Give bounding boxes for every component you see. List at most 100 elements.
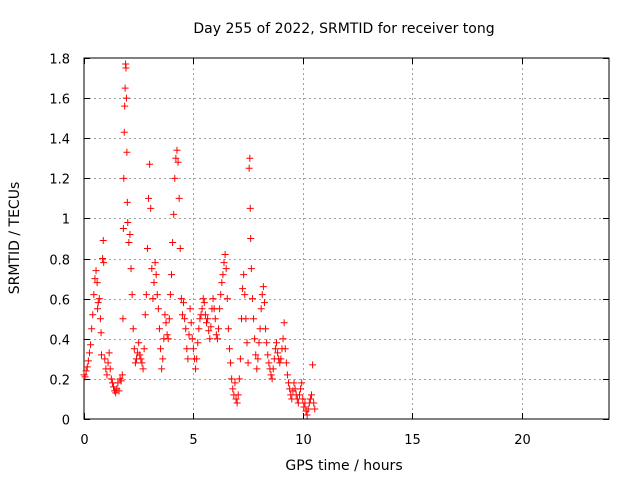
data-point	[184, 355, 192, 363]
y-tick-label: 0.2	[49, 374, 70, 389]
data-point	[87, 341, 95, 349]
data-point	[127, 265, 135, 273]
data-point	[177, 295, 185, 303]
data-point	[250, 315, 258, 323]
data-point	[178, 311, 186, 319]
data-point	[201, 311, 209, 319]
data-point	[282, 359, 290, 367]
data-point	[246, 154, 254, 162]
data-point	[104, 359, 112, 367]
data-point	[162, 319, 170, 327]
x-axis-label: GPS time / hours	[285, 458, 402, 474]
data-point	[146, 160, 154, 168]
data-point	[101, 355, 109, 363]
data-point	[283, 371, 291, 379]
data-point	[137, 355, 145, 363]
data-point	[121, 84, 129, 92]
data-point	[175, 194, 183, 202]
data-point	[231, 379, 239, 387]
data-point	[299, 395, 307, 403]
y-tick-label: 0	[62, 414, 70, 429]
data-point	[243, 339, 251, 347]
data-point	[99, 237, 107, 245]
data-point	[83, 363, 91, 371]
data-point	[196, 315, 204, 323]
data-point	[255, 339, 263, 347]
data-point	[169, 239, 177, 247]
data-point	[229, 385, 237, 393]
x-tick-label: 10	[295, 433, 312, 448]
data-point	[139, 365, 147, 373]
data-point	[265, 359, 273, 367]
data-point	[276, 359, 284, 367]
data-point	[185, 331, 193, 339]
data-point	[209, 295, 217, 303]
data-point	[246, 204, 254, 212]
data-point	[89, 311, 97, 319]
data-point	[183, 345, 191, 353]
data-point	[245, 164, 253, 172]
y-tick-label: 1.4	[49, 133, 70, 148]
data-point	[269, 365, 277, 373]
data-point	[198, 305, 206, 313]
data-point	[171, 174, 179, 182]
data-point	[252, 351, 260, 359]
data-point	[227, 359, 235, 367]
data-point	[158, 365, 166, 373]
data-point	[123, 198, 131, 206]
data-point	[264, 351, 272, 359]
data-point	[254, 355, 262, 363]
data-point	[152, 271, 160, 279]
data-point	[241, 291, 249, 299]
data-point	[281, 345, 289, 353]
data-point	[106, 365, 114, 373]
data-point	[242, 315, 250, 323]
data-point	[100, 259, 108, 267]
data-point	[120, 174, 128, 182]
data-point	[118, 371, 126, 379]
data-point	[259, 283, 267, 291]
data-point	[119, 315, 127, 323]
data-point	[168, 271, 175, 279]
data-point	[306, 395, 314, 403]
data-point	[222, 265, 230, 273]
y-tick-label: 0.8	[49, 254, 70, 269]
data-point	[268, 375, 276, 383]
y-tick-label: 0.6	[49, 294, 70, 309]
data-point	[150, 279, 158, 287]
data-point	[295, 391, 303, 399]
data-point	[240, 271, 248, 279]
data-point	[119, 224, 127, 232]
data-point	[105, 349, 113, 357]
data-point	[212, 331, 220, 339]
data-point	[121, 102, 129, 110]
data-point	[107, 375, 115, 383]
data-point	[95, 295, 103, 303]
data-point	[140, 345, 148, 353]
y-tick-label: 1.2	[49, 173, 70, 188]
data-point	[189, 345, 197, 353]
data-point	[204, 315, 212, 323]
data-point	[248, 295, 256, 303]
data-point	[258, 291, 266, 299]
data-point	[155, 325, 163, 333]
data-point	[164, 335, 172, 343]
data-point	[186, 305, 194, 313]
data-point	[88, 325, 96, 333]
data-point	[99, 255, 107, 263]
data-point	[221, 251, 229, 259]
data-point	[215, 325, 223, 333]
data-point	[304, 405, 312, 413]
data-point	[206, 335, 214, 343]
data-points	[80, 60, 319, 419]
data-point	[232, 395, 240, 403]
x-tick-label: 20	[514, 433, 531, 448]
y-tick-label: 1.6	[49, 93, 70, 108]
data-point	[247, 265, 255, 273]
data-point	[207, 323, 215, 331]
y-tick-label: 0.4	[49, 334, 70, 349]
data-point	[92, 267, 100, 275]
data-point	[219, 271, 227, 279]
data-point	[218, 279, 226, 287]
data-point	[300, 403, 308, 411]
